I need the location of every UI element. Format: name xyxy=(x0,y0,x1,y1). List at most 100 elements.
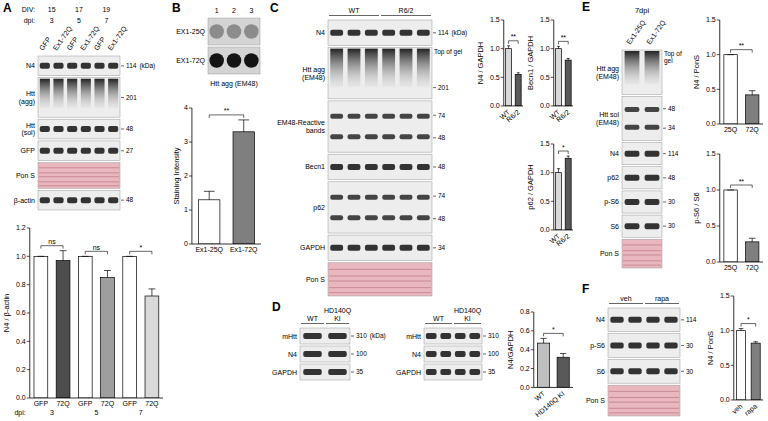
membrane xyxy=(608,334,680,358)
ponceau-band xyxy=(609,412,679,413)
marker: 48 xyxy=(668,174,676,181)
y-axis-title: Staining Intensity xyxy=(172,147,181,204)
marker: 35 xyxy=(356,368,364,375)
y-tick xyxy=(531,368,534,369)
band xyxy=(610,317,623,323)
smear xyxy=(94,79,104,109)
ponceau-band xyxy=(623,260,661,261)
band xyxy=(53,148,63,154)
ponceau-band xyxy=(623,255,661,256)
category-label: R6/2 xyxy=(555,108,571,123)
significance-label: ** xyxy=(561,34,567,41)
marker: 201 xyxy=(438,84,449,91)
y-tick-label: 1.0 xyxy=(16,253,26,260)
bar xyxy=(515,74,521,106)
y-tick-label: 0.2 xyxy=(16,366,26,373)
ponceau-band xyxy=(39,176,119,177)
error-bar xyxy=(37,256,44,257)
ponceau-band xyxy=(609,408,679,409)
band xyxy=(330,195,343,200)
error-bar xyxy=(541,338,547,343)
significance-label: ** xyxy=(224,107,230,114)
band xyxy=(40,148,50,154)
error-bar xyxy=(238,120,249,132)
y-tick xyxy=(551,77,554,78)
ponceau-band xyxy=(609,402,679,403)
y-tick-label: 0.0 xyxy=(490,102,500,109)
lane-label: 1 xyxy=(215,7,219,14)
panel-letter: A xyxy=(3,1,12,15)
blot-row xyxy=(622,191,662,213)
blot-row xyxy=(622,143,662,165)
significance-label: * xyxy=(747,316,750,323)
smear xyxy=(417,49,430,87)
row-label-line: (EM48) xyxy=(596,73,619,81)
band xyxy=(348,195,361,200)
ponceau-band xyxy=(623,265,661,266)
band xyxy=(382,30,395,36)
row-label-line: EM48-Reactive xyxy=(277,119,325,126)
y-tick xyxy=(551,48,554,49)
y-axis-title: N4 / PonS xyxy=(706,331,715,365)
axis xyxy=(720,20,763,124)
marker-tick xyxy=(681,345,684,346)
bar xyxy=(34,256,48,398)
y-tick-label: 0.4 xyxy=(520,346,530,353)
category-label: HD140Q KI xyxy=(534,390,567,419)
blot-row xyxy=(328,20,432,46)
band xyxy=(330,164,343,170)
row-label: p-S6 xyxy=(590,342,605,350)
marker-tick xyxy=(433,137,436,138)
row-label: mHtt xyxy=(406,333,421,340)
bar xyxy=(745,242,758,262)
significance-label: ** xyxy=(511,33,517,40)
band xyxy=(40,197,50,203)
band xyxy=(417,245,430,251)
blot-row xyxy=(328,235,432,261)
significance-bracket xyxy=(559,41,569,44)
membrane xyxy=(38,119,120,139)
marker: 34 xyxy=(668,124,676,131)
y-tick-label: 1.0 xyxy=(720,327,730,334)
band xyxy=(646,343,659,349)
group-label: WT xyxy=(349,7,361,14)
marker-tick xyxy=(663,226,666,227)
group-label: veh xyxy=(620,295,631,302)
y-tick-label: 0.6 xyxy=(520,327,530,334)
y-tick xyxy=(531,387,534,388)
category-label: 72Q xyxy=(145,400,159,408)
dot xyxy=(209,53,224,68)
category-label: Ex1-72Q xyxy=(230,246,258,254)
plot-area xyxy=(724,190,759,262)
y-tick xyxy=(731,365,734,366)
bar xyxy=(78,256,92,398)
significance-bracket xyxy=(209,115,244,118)
error-bar xyxy=(104,271,111,278)
lane-label: 3 xyxy=(249,7,253,14)
band xyxy=(417,30,430,36)
y-tick xyxy=(551,144,554,145)
y-tick-label: 1.0 xyxy=(706,51,716,58)
header-item: 5 xyxy=(77,17,81,24)
y-axis-title: N4 / GAPDH xyxy=(476,42,485,85)
y-tick xyxy=(27,398,30,399)
error-bar xyxy=(204,191,215,200)
error-bar xyxy=(560,353,566,357)
blot-row xyxy=(424,328,482,344)
bar xyxy=(556,173,562,230)
band xyxy=(440,351,451,357)
y-tick-label: 2 xyxy=(184,172,188,179)
dot xyxy=(244,24,259,39)
plot-area xyxy=(737,329,761,400)
axis xyxy=(192,108,261,244)
blot-row xyxy=(608,385,680,416)
membrane xyxy=(38,190,120,210)
category-label: veh xyxy=(731,402,744,415)
group-label: 3 xyxy=(50,409,54,416)
category-label: rapa xyxy=(743,402,759,417)
y-tick xyxy=(551,172,554,173)
y-tick-label: 0.2 xyxy=(520,365,530,372)
category-label: Ex1-25Q xyxy=(195,246,223,254)
band xyxy=(645,107,660,112)
y-tick xyxy=(731,296,734,297)
